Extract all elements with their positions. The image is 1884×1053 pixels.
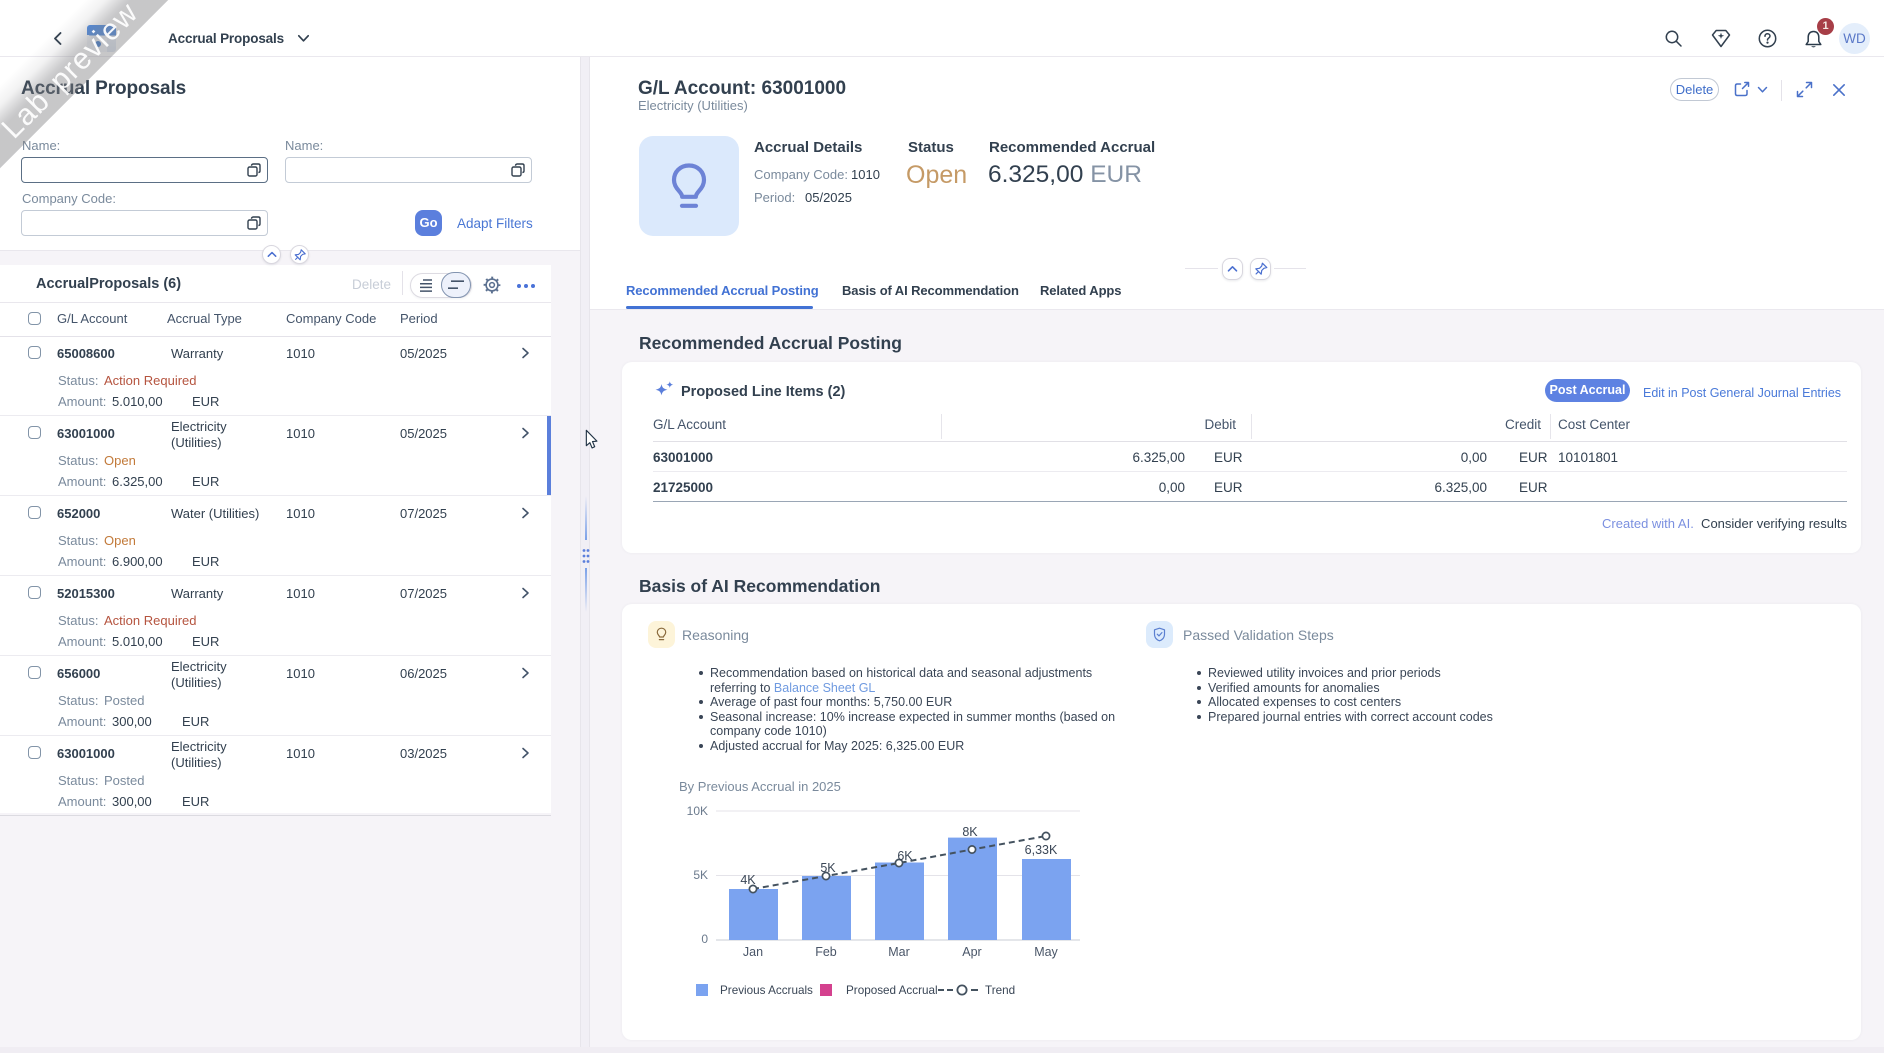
- svg-text:Jan: Jan: [743, 945, 763, 959]
- svg-text:Previous Accruals: Previous Accruals: [720, 984, 813, 997]
- svg-text:0: 0: [701, 932, 708, 946]
- svg-text:Proposed Accrual: Proposed Accrual: [846, 984, 938, 997]
- svg-text:4K: 4K: [740, 873, 756, 887]
- svg-text:8K: 8K: [962, 825, 978, 839]
- svg-text:6K: 6K: [897, 849, 913, 863]
- svg-text:Feb: Feb: [815, 945, 837, 959]
- svg-text:10K: 10K: [687, 804, 708, 818]
- svg-text:Mar: Mar: [888, 945, 910, 959]
- svg-text:6,33K: 6,33K: [1025, 843, 1058, 857]
- svg-text:Apr: Apr: [962, 945, 981, 959]
- svg-text:5K: 5K: [693, 868, 708, 882]
- svg-text:Trend: Trend: [985, 984, 1015, 997]
- svg-text:May: May: [1034, 945, 1058, 959]
- svg-text:5K: 5K: [820, 861, 836, 875]
